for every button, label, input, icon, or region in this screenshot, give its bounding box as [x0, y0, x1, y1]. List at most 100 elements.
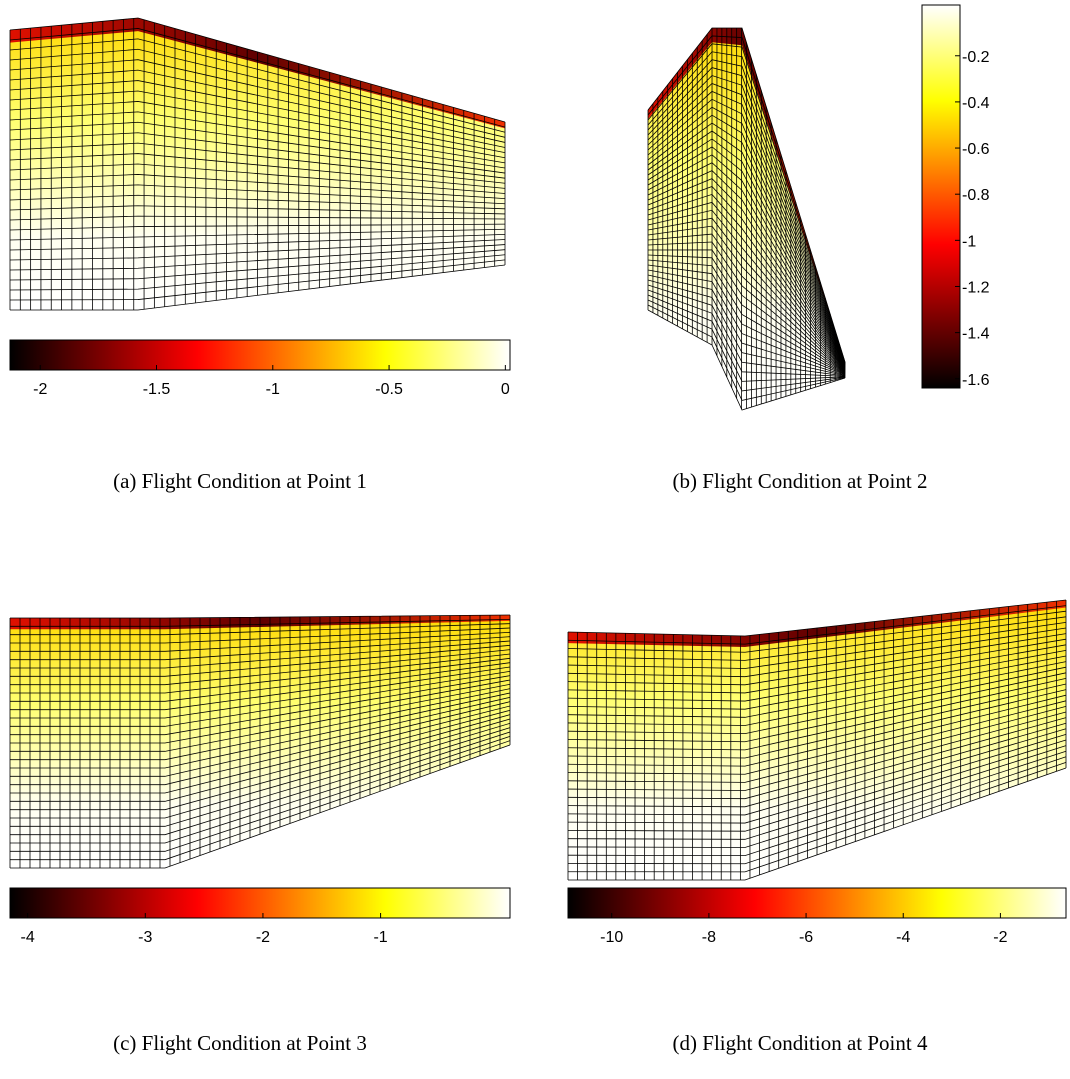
mesh-line: [567, 700, 1067, 783]
mesh-line: [9, 233, 506, 251]
mesh-line: [10, 701, 511, 786]
mesh-line: [10, 683, 511, 752]
mesh-line: [567, 638, 1067, 694]
mesh-line: [567, 728, 1067, 824]
mesh-line: [9, 239, 506, 261]
mesh-line: [567, 678, 1067, 751]
mesh-line: [9, 38, 506, 133]
mesh: [567, 599, 1067, 881]
mesh-line: [10, 718, 511, 819]
mesh-line: [10, 666, 511, 719]
mesh-line: [567, 739, 1067, 840]
mesh-line: [10, 644, 511, 677]
mesh-line: [9, 17, 506, 123]
mesh-line: [10, 640, 511, 669]
mesh-line: [9, 215, 506, 221]
mesh-line: [9, 153, 506, 189]
mesh-line: [10, 727, 511, 836]
mesh-line: [10, 653, 511, 694]
mesh-line: [10, 675, 511, 736]
mesh-line: [9, 228, 506, 241]
colorbar-tick-label: -0.6: [962, 141, 990, 158]
colorbar-tick-label: -1.6: [962, 372, 990, 389]
mesh-line: [10, 744, 511, 869]
mesh-line: [567, 605, 1067, 645]
mesh-line: [567, 633, 1067, 686]
mesh-line: [567, 762, 1067, 873]
mesh-line: [10, 696, 511, 777]
colorbar-tick-label: -1: [962, 233, 976, 250]
mesh-line: [10, 731, 511, 844]
mesh-line: [10, 649, 511, 686]
colorbar-tick-label: 0: [501, 381, 510, 398]
mesh-line: [9, 254, 506, 291]
mesh-line: [567, 689, 1067, 767]
colorbar-tick-label: -0.5: [375, 381, 403, 398]
colorbar-tick-label: -1: [373, 929, 387, 946]
caption: (b) Flight Condition at Point 2: [673, 469, 928, 493]
mesh-line: [9, 69, 506, 148]
mesh-line: [10, 688, 511, 761]
mesh-line: [10, 618, 511, 627]
mesh-line: [9, 194, 506, 210]
mesh-line: [10, 623, 511, 636]
mesh-line: [567, 672, 1067, 743]
colorbar-tick-label: -0.2: [962, 49, 990, 66]
mesh-line: [568, 767, 1067, 881]
mesh-line: [10, 705, 511, 794]
mesh-line: [10, 709, 511, 802]
mesh-line: [567, 661, 1067, 726]
mesh-line: [10, 679, 511, 744]
mesh-line: [9, 90, 506, 159]
mesh-line: [647, 309, 846, 411]
mesh-line: [567, 683, 1067, 759]
mesh: [9, 614, 511, 869]
colorbar-tick-label: -1: [266, 381, 280, 398]
mesh-line: [9, 249, 506, 281]
mesh: [647, 27, 846, 411]
mesh-line: [567, 706, 1067, 791]
mesh-line: [10, 735, 511, 852]
caption: (a) Flight Condition at Point 1: [113, 469, 367, 493]
mesh-line: [9, 80, 506, 154]
mesh-line: [567, 734, 1067, 832]
colorbar: [921, 4, 961, 389]
mesh: [9, 17, 506, 311]
mesh-line: [9, 163, 506, 194]
mesh-line: [9, 101, 506, 164]
mesh-line: [567, 722, 1067, 816]
colorbar-tick-label: -2: [993, 929, 1007, 946]
caption: (c) Flight Condition at Point 3: [113, 1031, 367, 1055]
mesh-line: [567, 650, 1067, 710]
mesh-line: [567, 622, 1067, 669]
mesh-line: [10, 670, 511, 727]
mesh-line: [567, 610, 1067, 653]
mesh-line: [567, 711, 1067, 800]
mesh-line: [567, 616, 1067, 661]
colorbar-tick-label: -4: [21, 929, 35, 946]
colorbar-tick-label: -1.5: [143, 381, 171, 398]
colorbar: [567, 887, 1067, 919]
mesh-line: [10, 657, 511, 702]
mesh-line: [9, 184, 506, 205]
mesh-line: [567, 627, 1067, 678]
mesh-line: [9, 111, 506, 169]
colorbar-tick-label: -6: [799, 929, 813, 946]
mesh-line: [567, 750, 1067, 857]
mesh-line: [10, 722, 511, 827]
mesh-line: [10, 662, 511, 711]
mesh-line: [567, 655, 1067, 718]
colorbar-tick-label: -8: [702, 929, 716, 946]
mesh-line: [10, 264, 506, 311]
mesh-line: [567, 717, 1067, 808]
colorbar-tick-label: -4: [896, 929, 910, 946]
mesh-line: [567, 599, 1067, 637]
mesh-line: [10, 740, 511, 861]
colorbar: [9, 887, 511, 919]
mesh-line: [567, 745, 1067, 848]
mesh-line: [9, 244, 506, 271]
mesh-line: [9, 259, 506, 301]
mesh-line: [9, 59, 506, 143]
mesh-line: [567, 666, 1067, 735]
mesh-line: [9, 174, 506, 200]
